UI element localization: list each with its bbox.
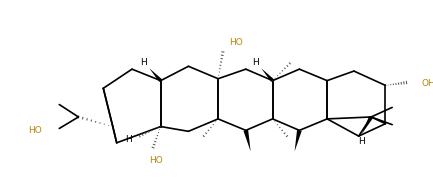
Polygon shape <box>294 130 302 151</box>
Polygon shape <box>243 130 251 151</box>
Text: H: H <box>358 137 365 146</box>
Polygon shape <box>362 116 373 134</box>
Text: OH: OH <box>422 79 433 88</box>
Text: HO: HO <box>28 126 42 135</box>
Polygon shape <box>261 68 274 82</box>
Text: HO: HO <box>229 38 243 47</box>
Text: H: H <box>140 58 147 67</box>
Text: HO: HO <box>149 156 163 166</box>
Text: H: H <box>125 136 132 144</box>
Text: H: H <box>252 58 259 67</box>
Polygon shape <box>149 68 162 82</box>
